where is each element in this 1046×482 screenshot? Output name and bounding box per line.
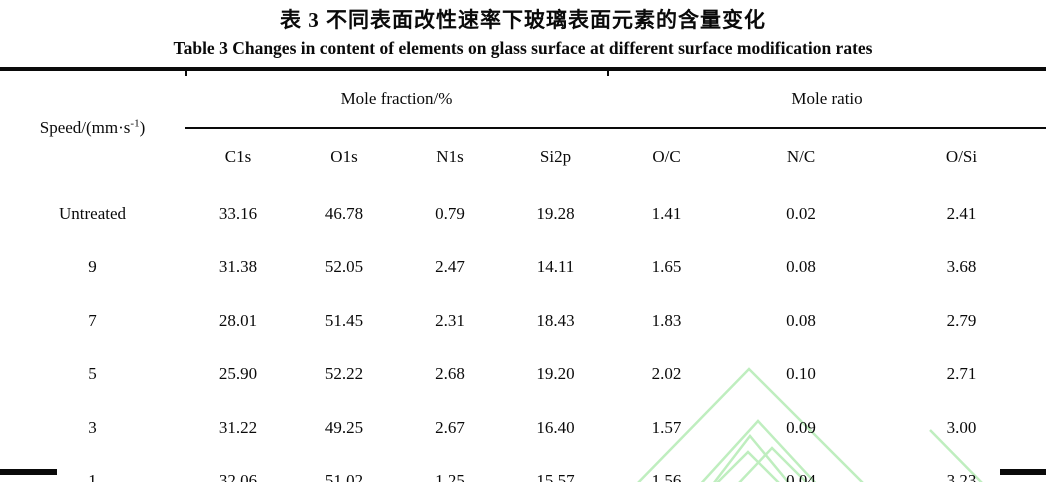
value-cell: 0.08 — [786, 310, 816, 330]
column-header-oc: O/C — [652, 146, 681, 166]
watermark-peak-small-right — [738, 446, 808, 482]
column-header-n1s: N1s — [436, 146, 464, 166]
speed-cell: 7 — [88, 310, 97, 330]
speed-cell: 9 — [88, 257, 97, 277]
watermark-peak-outer — [637, 367, 864, 482]
value-cell: 16.40 — [536, 417, 575, 437]
watermark-peak-inner — [700, 419, 817, 482]
value-cell: 3.68 — [946, 257, 977, 277]
value-cell: 18.43 — [536, 310, 575, 330]
value-cell: 1.56 — [651, 471, 682, 482]
table-row: 5 25.90 52.22 2.68 19.20 2.02 0.10 2.71 — [0, 345, 1046, 399]
group-header-mole-fraction: Mole fraction/% — [185, 69, 609, 129]
value-cell: 0.08 — [786, 257, 816, 277]
value-cell: 2.47 — [435, 257, 465, 277]
speed-label-superscript: -1 — [130, 116, 140, 129]
table-title-english: Table 3 Changes in content of elements o… — [173, 38, 873, 58]
column-header-c1s: C1s — [224, 146, 252, 166]
value-cell: 15.57 — [536, 471, 575, 482]
value-cell: 2.68 — [435, 364, 465, 384]
value-cell: 19.28 — [536, 203, 575, 223]
value-cell: 52.05 — [324, 257, 364, 277]
watermark-right-stroke — [929, 429, 983, 482]
value-cell: 1.83 — [651, 310, 682, 330]
value-cell: 31.38 — [218, 257, 258, 277]
value-cell: 3.00 — [946, 417, 977, 437]
value-cell: 2.31 — [435, 310, 465, 330]
column-tick-mark — [607, 70, 609, 76]
table-body: Untreated 33.16 46.78 0.79 19.28 1.41 0.02 2.41… — [0, 184, 1046, 482]
value-cell: 19.20 — [536, 364, 575, 384]
table-row: 1 32.06 51.02 1.25 15.57 1.56 0.04 3.23 — [0, 452, 1046, 482]
value-cell: 2.67 — [435, 417, 465, 437]
value-cell: 1.57 — [651, 417, 682, 437]
value-cell: 2.79 — [946, 310, 977, 330]
value-cell: 0.02 — [786, 203, 816, 223]
speed-label-text: Speed/(mm·s — [39, 117, 131, 137]
column-header-si2p: Si2p — [539, 146, 572, 166]
bottom-rule-thick-right — [1000, 469, 1046, 475]
value-cell: 49.25 — [324, 417, 364, 437]
column-header-o1s: O1s — [330, 146, 358, 166]
column-header-speed: Speed/(mm·s-1) — [0, 69, 185, 184]
group-header-mole-ratio: Mole ratio — [608, 69, 1046, 129]
value-cell: 31.22 — [218, 417, 258, 437]
value-cell: 0.04 — [786, 471, 816, 482]
table-row: 3 31.22 49.25 2.67 16.40 1.57 0.09 3.00 — [0, 398, 1046, 452]
bottom-rule-thick-left — [0, 469, 57, 475]
value-cell: 33.16 — [218, 203, 258, 223]
column-header-osi: O/Si — [945, 146, 978, 166]
value-cell: 1.41 — [651, 203, 682, 223]
value-cell: 46.78 — [324, 203, 364, 223]
watermark-peak-mid — [713, 433, 790, 482]
watermark-peak-small-left — [716, 450, 780, 482]
value-cell: 1.25 — [435, 471, 465, 482]
speed-label-suffix: ) — [139, 117, 146, 137]
value-cell: 51.02 — [324, 471, 364, 482]
column-header-nc: N/C — [786, 146, 816, 166]
table-header: Speed/(mm·s-1) Mole fraction/% Mole rati… — [0, 69, 1046, 184]
group-header-row: Speed/(mm·s-1) Mole fraction/% Mole rati… — [0, 69, 1046, 137]
value-cell: 25.90 — [218, 364, 258, 384]
value-cell: 14.11 — [536, 257, 575, 277]
table-row: 7 28.01 51.45 2.31 18.43 1.83 0.08 2.79 — [0, 291, 1046, 345]
elements-content-table: Speed/(mm·s-1) Mole fraction/% Mole rati… — [0, 67, 1046, 482]
speed-cell: 3 — [88, 417, 97, 437]
speed-cell: 1 — [88, 471, 97, 482]
value-cell: 0.09 — [786, 417, 816, 437]
value-cell: 51.45 — [324, 310, 364, 330]
value-cell: 0.79 — [435, 203, 465, 223]
value-cell: 0.10 — [786, 364, 816, 384]
sub-header-row: C1s O1s N1s Si2p O/C N/C O/Si — [0, 128, 1046, 184]
table-row: 9 31.38 52.05 2.47 14.11 1.65 0.08 3.68 — [0, 238, 1046, 292]
value-cell: 2.02 — [651, 364, 682, 384]
table-row: Untreated 33.16 46.78 0.79 19.28 1.41 0.02 2.41 — [0, 184, 1046, 238]
speed-cell: 5 — [88, 364, 97, 384]
value-cell: 3.23 — [946, 471, 977, 482]
value-cell: 1.65 — [651, 257, 682, 277]
value-cell: 28.01 — [218, 310, 258, 330]
value-cell: 32.06 — [218, 471, 258, 482]
value-cell: 2.41 — [946, 203, 977, 223]
speed-cell: Untreated — [58, 203, 127, 223]
value-cell: 52.22 — [324, 364, 364, 384]
column-tick-mark — [185, 70, 187, 76]
value-cell: 2.71 — [946, 364, 977, 384]
table-title-chinese: 表 3 不同表面改性速率下玻璃表面元素的含量变化 — [280, 8, 766, 32]
